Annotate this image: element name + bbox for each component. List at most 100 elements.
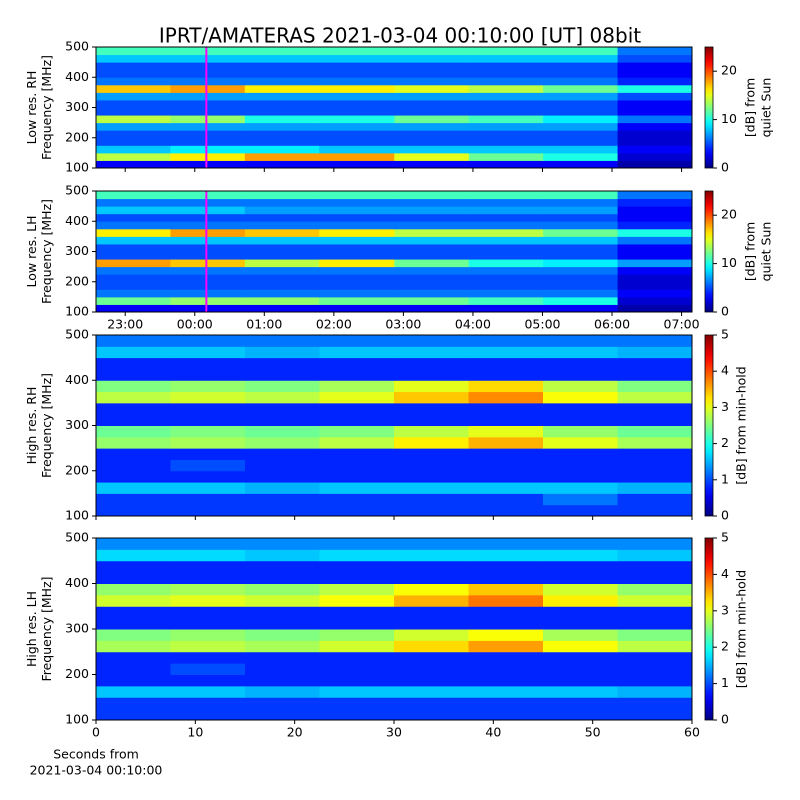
colorbar-label: [dB] from	[743, 78, 758, 137]
heatmap-cell	[394, 289, 470, 298]
heatmap-cell	[96, 549, 171, 562]
heatmap-cell	[319, 436, 395, 449]
heatmap-cell	[96, 685, 171, 698]
heatmap-cell	[170, 236, 246, 245]
heatmap-cell	[96, 107, 171, 116]
heatmap-cell	[468, 504, 544, 517]
heatmap-cell	[96, 77, 171, 86]
colorbar-tick-label: 20	[721, 63, 737, 78]
heatmap-cell	[170, 243, 246, 252]
heatmap-cell	[394, 206, 470, 215]
heatmap-cell	[617, 448, 693, 460]
heatmap-cell	[244, 107, 320, 116]
heatmap-cell	[617, 708, 693, 721]
heatmap-cell	[96, 583, 171, 596]
heatmap-cell	[617, 221, 693, 230]
heatmap-cell	[394, 259, 470, 268]
heatmap-cell	[617, 493, 693, 506]
heatmap-cell	[617, 560, 693, 573]
heatmap-cell	[468, 266, 544, 275]
heatmap-cell	[394, 130, 470, 139]
heatmap-cell	[319, 54, 395, 63]
heatmap-cell	[96, 47, 171, 56]
heatmap-cell	[543, 115, 619, 124]
heatmap-cell	[96, 414, 171, 426]
heatmap-cell	[170, 152, 246, 161]
heatmap-cell	[244, 228, 320, 237]
heatmap-cell	[617, 402, 693, 415]
heatmap-cell	[244, 304, 320, 313]
heatmap-cell	[394, 115, 470, 124]
heatmap-cell	[617, 54, 693, 63]
heatmap-cell	[543, 152, 619, 161]
heatmap-cell	[245, 436, 320, 449]
heatmap-cell	[543, 221, 619, 230]
heatmap-cell	[96, 281, 171, 290]
heatmap-cell	[245, 572, 320, 584]
heatmap-cell	[170, 583, 246, 596]
heatmap-cell	[96, 617, 171, 630]
heatmap-cell	[394, 346, 469, 359]
heatmap-cell	[170, 629, 246, 641]
heatmap-cell	[543, 92, 619, 101]
heatmap-cell	[617, 122, 693, 131]
heatmap-cell	[543, 504, 618, 517]
heatmap-cell	[543, 629, 618, 641]
heatmap-cell	[319, 296, 395, 305]
heatmap-cell	[319, 206, 395, 215]
heatmap-cell	[394, 663, 469, 675]
heatmap-cell	[319, 663, 395, 675]
heatmap-cell	[543, 84, 619, 93]
heatmap-cell	[245, 606, 320, 619]
heatmap-cell	[468, 560, 544, 573]
heatmap-cell	[319, 538, 395, 550]
heatmap-cell	[617, 84, 693, 93]
heatmap-cell	[170, 572, 246, 584]
heatmap-cell	[543, 663, 618, 675]
heatmap-cell	[468, 685, 544, 698]
heatmap-cell	[170, 482, 246, 494]
heatmap-cell	[468, 402, 544, 415]
heatmap-cell	[319, 425, 395, 438]
heatmap-cell	[96, 425, 171, 438]
heatmap-cell	[245, 663, 320, 675]
heatmap-cell	[170, 459, 246, 472]
heatmap-cell	[319, 191, 395, 200]
heatmap-cell	[468, 380, 544, 393]
heatmap-cell	[319, 459, 395, 472]
heatmap-cell	[244, 296, 320, 305]
heatmap-cell	[319, 243, 395, 252]
heatmap-cell	[170, 594, 246, 607]
colorbar-tick-label: 3	[721, 399, 729, 414]
colorbar-tick-label: 4	[721, 363, 729, 378]
heatmap-cell	[543, 640, 618, 653]
heatmap-cell	[543, 228, 619, 237]
heatmap-cell	[319, 572, 395, 584]
heatmap-cell	[394, 251, 470, 260]
heatmap-cell	[245, 335, 320, 347]
heatmap-cell	[319, 549, 395, 562]
heatmap-cell	[617, 594, 693, 607]
heatmap-cell	[394, 482, 469, 494]
heatmap-cell	[543, 617, 618, 630]
heatmap-cell	[96, 640, 171, 653]
heatmap-cell	[96, 335, 171, 347]
heatmap-cell	[96, 493, 171, 506]
heatmap-cell	[617, 335, 693, 347]
colorbar-label: quiet Sun	[759, 78, 774, 138]
heatmap-cell	[96, 697, 171, 710]
heatmap-cell	[319, 99, 395, 108]
heatmap-cell	[394, 296, 470, 305]
heatmap-cell	[394, 685, 469, 698]
heatmap-cell	[543, 708, 618, 721]
heatmap-cell	[543, 493, 618, 506]
heatmap-cell	[543, 281, 619, 290]
heatmap-cell	[170, 346, 246, 359]
heatmap-cell	[319, 651, 395, 664]
heatmap-cell	[394, 236, 470, 245]
heatmap-cell	[394, 448, 469, 460]
heatmap-cell	[543, 107, 619, 116]
colorbar	[704, 190, 714, 313]
heatmap-cell	[468, 617, 544, 630]
heatmap-cell	[170, 357, 246, 370]
